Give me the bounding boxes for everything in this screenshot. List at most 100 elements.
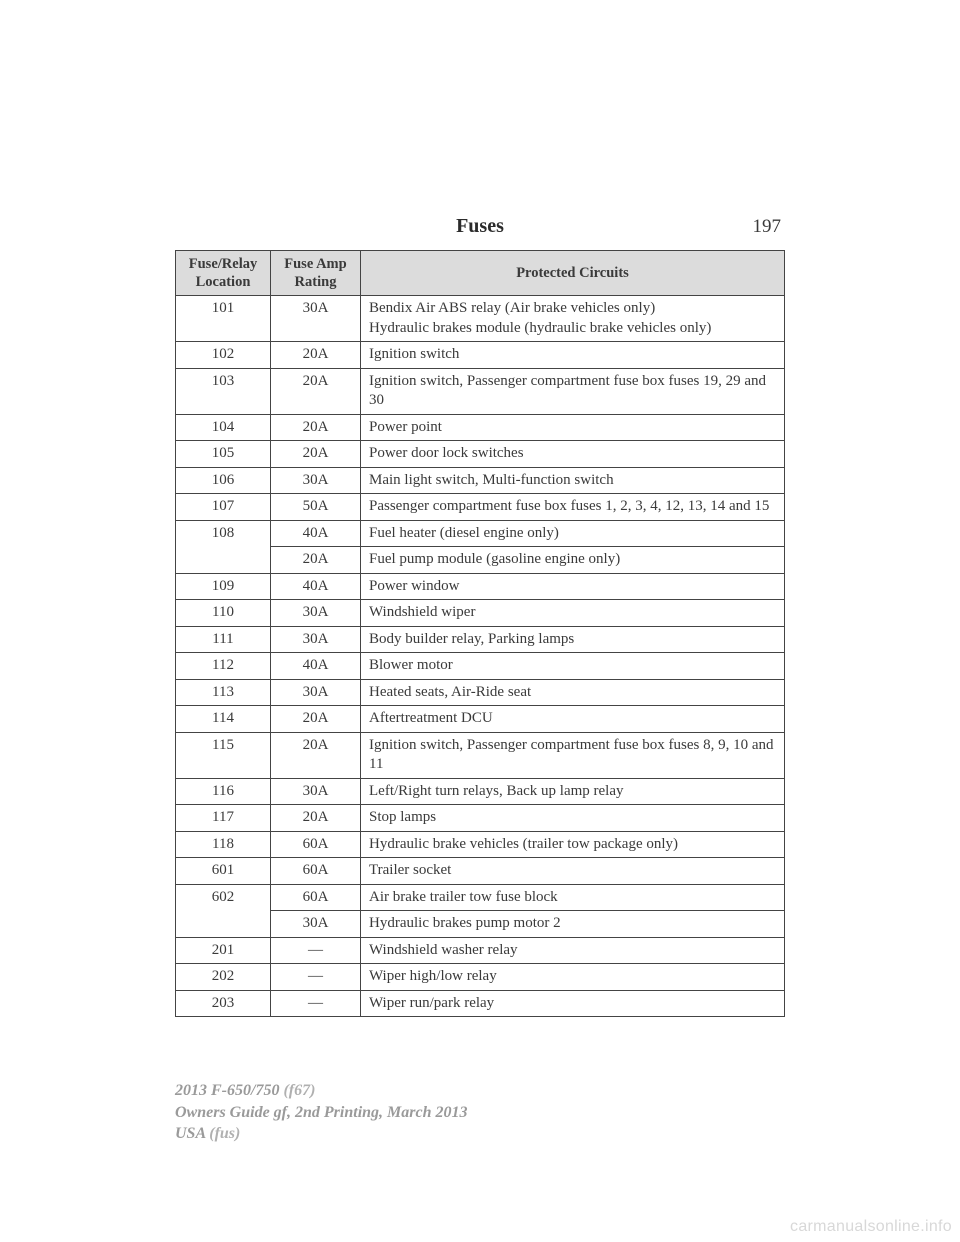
cell-amp: 20A [271,732,361,778]
cell-location: 103 [176,368,271,414]
page-header: Fuses 197 [175,215,785,238]
cell-location: 203 [176,990,271,1017]
cell-amp: — [271,937,361,964]
cell-location: 118 [176,831,271,858]
cell-amp: 30A [271,467,361,494]
cell-location: 202 [176,964,271,991]
cell-location: 105 [176,441,271,468]
cell-amp: 30A [271,296,361,342]
cell-circuit: Hydraulic brake vehicles (trailer tow pa… [361,831,785,858]
table-row: 10750APassenger compartment fuse box fus… [176,494,785,521]
table-row: 10420APower point [176,414,785,441]
cell-location: 110 [176,600,271,627]
table-row: 10840AFuel heater (diesel engine only) [176,520,785,547]
cell-circuit: Wiper run/park relay [361,990,785,1017]
cell-circuit: Blower motor [361,653,785,680]
cell-location: 102 [176,342,271,369]
table-row: 60260AAir brake trailer tow fuse block [176,884,785,911]
cell-amp: 40A [271,520,361,547]
cell-amp: 20A [271,414,361,441]
cell-location: 201 [176,937,271,964]
table-row: 10220AIgnition switch [176,342,785,369]
cell-circuit: Ignition switch, Passenger compartment f… [361,368,785,414]
cell-circuit: Power window [361,573,785,600]
cell-amp: 30A [271,626,361,653]
section-title: Fuses [179,215,721,238]
table-row: 11630ALeft/Right turn relays, Back up la… [176,778,785,805]
cell-amp: 30A [271,679,361,706]
cell-amp: — [271,990,361,1017]
cell-amp: 60A [271,831,361,858]
cell-location: 108 [176,520,271,573]
cell-circuit: Aftertreatment DCU [361,706,785,733]
cell-circuit: Bendix Air ABS relay (Air brake vehicles… [361,296,785,342]
footer-line-1: 2013 F-650/750 (f67) [175,1080,468,1102]
cell-location: 114 [176,706,271,733]
col-header-amp: Fuse AmpRating [271,251,361,296]
cell-location: 116 [176,778,271,805]
cell-location: 115 [176,732,271,778]
table-row: 10520APower door lock switches [176,441,785,468]
col-header-circuits: Protected Circuits [361,251,785,296]
table-row: 10130ABendix Air ABS relay (Air brake ve… [176,296,785,342]
cell-location: 109 [176,573,271,600]
cell-amp: 20A [271,805,361,832]
cell-circuit: Trailer socket [361,858,785,885]
page-content: Fuses 197 Fuse/RelayLocation Fuse AmpRat… [175,215,785,1017]
table-row: 11420AAftertreatment DCU [176,706,785,733]
cell-amp: 50A [271,494,361,521]
cell-circuit: Left/Right turn relays, Back up lamp rel… [361,778,785,805]
table-row: 11130ABody builder relay, Parking lamps [176,626,785,653]
cell-circuit: Body builder relay, Parking lamps [361,626,785,653]
cell-amp: 20A [271,368,361,414]
cell-location: 107 [176,494,271,521]
col-header-location: Fuse/RelayLocation [176,251,271,296]
cell-circuit: Ignition switch, Passenger compartment f… [361,732,785,778]
table-row: 11860AHydraulic brake vehicles (trailer … [176,831,785,858]
table-row: 10940APower window [176,573,785,600]
table-row: 11030AWindshield wiper [176,600,785,627]
cell-amp: — [271,964,361,991]
cell-amp: 20A [271,441,361,468]
cell-location: 104 [176,414,271,441]
table-row: 203—Wiper run/park relay [176,990,785,1017]
cell-location: 111 [176,626,271,653]
table-row: 11520AIgnition switch, Passenger compart… [176,732,785,778]
cell-circuit: Windshield wiper [361,600,785,627]
table-row: 11330AHeated seats, Air-Ride seat [176,679,785,706]
footer-model: 2013 F-650/750 [175,1082,279,1099]
table-row: 11240ABlower motor [176,653,785,680]
cell-circuit: Ignition switch [361,342,785,369]
table-row: 10630AMain light switch, Multi-function … [176,467,785,494]
footer-line-2: Owners Guide gf, 2nd Printing, March 201… [175,1102,468,1124]
fuse-table: Fuse/RelayLocation Fuse AmpRating Protec… [175,250,785,1017]
cell-amp: 30A [271,600,361,627]
watermark: carmanualsonline.info [790,1218,952,1236]
cell-circuit: Windshield washer relay [361,937,785,964]
cell-amp: 60A [271,858,361,885]
cell-circuit: Fuel heater (diesel engine only) [361,520,785,547]
cell-amp: 40A [271,653,361,680]
cell-amp: 30A [271,778,361,805]
cell-amp: 40A [271,573,361,600]
cell-circuit: Fuel pump module (gasoline engine only) [361,547,785,574]
table-header-row: Fuse/RelayLocation Fuse AmpRating Protec… [176,251,785,296]
cell-location: 112 [176,653,271,680]
table-row: 11720AStop lamps [176,805,785,832]
cell-amp: 20A [271,342,361,369]
table-row: 10320AIgnition switch, Passenger compart… [176,368,785,414]
cell-circuit: Hydraulic brakes pump motor 2 [361,911,785,938]
cell-amp: 60A [271,884,361,911]
cell-location: 106 [176,467,271,494]
table-row: 202—Wiper high/low relay [176,964,785,991]
cell-circuit: Heated seats, Air-Ride seat [361,679,785,706]
footer-code2: (fus) [205,1125,240,1142]
page-footer: 2013 F-650/750 (f67) Owners Guide gf, 2n… [175,1080,468,1145]
cell-circuit: Main light switch, Multi-function switch [361,467,785,494]
cell-circuit: Wiper high/low relay [361,964,785,991]
cell-circuit: Air brake trailer tow fuse block [361,884,785,911]
footer-code1: (f67) [279,1082,315,1099]
cell-circuit: Passenger compartment fuse box fuses 1, … [361,494,785,521]
cell-location: 602 [176,884,271,937]
footer-region: USA [175,1125,205,1142]
